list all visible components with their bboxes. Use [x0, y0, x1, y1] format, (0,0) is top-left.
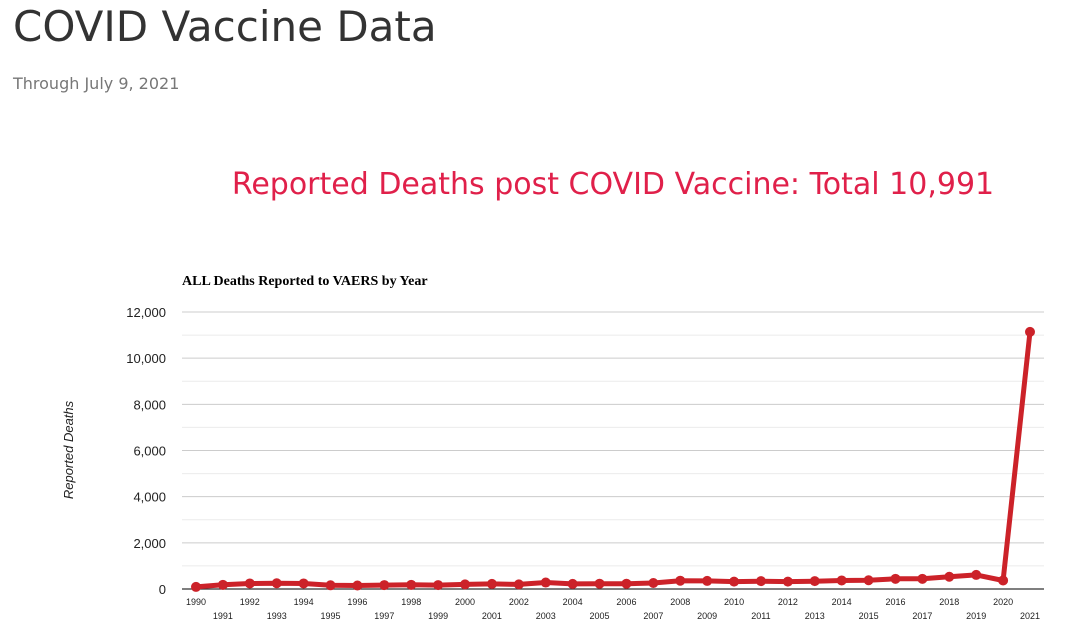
- data-point: [702, 575, 713, 586]
- x-tick-label: 2002: [509, 597, 529, 607]
- page-subtitle: Through July 9, 2021: [13, 74, 180, 93]
- data-point: [379, 580, 390, 591]
- data-point: [836, 575, 847, 586]
- data-point: [271, 578, 282, 589]
- chart-x-tick-labels: 1990 1991 1992 1993 1994 1995 1996 1997 1998 1999…: [186, 597, 1040, 621]
- data-point: [513, 579, 524, 590]
- x-tick-label: 1991: [213, 611, 233, 621]
- data-point: [567, 578, 578, 589]
- x-tick-label: 1994: [294, 597, 314, 607]
- data-point: [998, 575, 1009, 586]
- y-tick-label: 8,000: [133, 397, 166, 412]
- x-tick-label: 2018: [939, 597, 959, 607]
- data-point: [917, 573, 928, 584]
- x-tick-label: 2007: [643, 611, 663, 621]
- x-tick-label: 1992: [240, 597, 260, 607]
- y-tick-label: 4,000: [133, 490, 166, 505]
- data-point: [433, 580, 444, 591]
- x-tick-label: 1999: [428, 611, 448, 621]
- y-tick-label: 2,000: [133, 536, 166, 551]
- x-tick-label: 2019: [966, 611, 986, 621]
- data-point: [298, 578, 309, 589]
- x-tick-label: 2014: [832, 597, 852, 607]
- x-tick-label: 1997: [374, 611, 394, 621]
- headline-total-deaths: Reported Deaths post COVID Vaccine: Tota…: [231, 167, 995, 202]
- x-tick-label: 2017: [912, 611, 932, 621]
- x-tick-label: 2013: [805, 611, 825, 621]
- data-point: [460, 579, 471, 590]
- x-tick-label: 2020: [993, 597, 1013, 607]
- data-point: [1025, 326, 1035, 337]
- x-tick-label: 1996: [347, 597, 367, 607]
- x-tick-label: 1995: [321, 611, 341, 621]
- data-point: [325, 580, 336, 591]
- x-tick-label: 2021: [1020, 611, 1040, 621]
- x-tick-label: 2000: [455, 597, 475, 607]
- deaths-line-chart: ALL Deaths Reported to VAERS by Year Rep…: [61, 274, 1044, 621]
- data-point: [890, 573, 901, 584]
- page-title: COVID Vaccine Data: [13, 2, 437, 51]
- chart-series: [191, 326, 1035, 592]
- chart-container: ALL Deaths Reported to VAERS by Year Rep…: [0, 260, 1088, 642]
- x-tick-label: 2004: [563, 597, 583, 607]
- series-line: [193, 329, 1033, 590]
- chart-y-axis-label: Reported Deaths: [61, 400, 76, 499]
- data-point: [648, 577, 659, 588]
- data-point: [944, 571, 955, 582]
- y-tick-label: 10,000: [126, 351, 166, 366]
- x-tick-label: 1993: [267, 611, 287, 621]
- y-tick-label: 6,000: [133, 444, 166, 459]
- data-point: [809, 576, 820, 587]
- data-point: [352, 580, 363, 591]
- data-point: [540, 577, 551, 588]
- x-tick-label: 2008: [670, 597, 690, 607]
- data-point: [971, 569, 982, 580]
- x-tick-label: 2003: [536, 611, 556, 621]
- y-tick-label: 12,000: [126, 305, 166, 320]
- data-point: [675, 575, 686, 586]
- chart-gridlines: [182, 311, 1044, 590]
- data-point: [755, 576, 766, 587]
- data-point: [486, 578, 497, 589]
- x-tick-label: 2012: [778, 597, 798, 607]
- data-point: [191, 581, 201, 592]
- data-point: [782, 576, 793, 587]
- data-point: [729, 576, 740, 587]
- data-point: [244, 578, 255, 589]
- x-tick-label: 2010: [724, 597, 744, 607]
- x-tick-label: 2006: [616, 597, 636, 607]
- chart-y-tick-labels: 0 2,000 4,000 6,000 8,000 10,000 12,000: [126, 305, 166, 597]
- x-tick-label: 2016: [885, 597, 905, 607]
- x-tick-label: 2009: [697, 611, 717, 621]
- data-point: [217, 579, 228, 590]
- x-tick-label: 1998: [401, 597, 421, 607]
- x-tick-label: 2011: [751, 611, 770, 621]
- x-tick-label: 2005: [590, 611, 610, 621]
- x-tick-label: 2015: [859, 611, 879, 621]
- x-tick-label: 2001: [482, 611, 502, 621]
- chart-title: ALL Deaths Reported to VAERS by Year: [182, 274, 428, 289]
- data-point: [863, 575, 874, 586]
- data-point: [406, 579, 417, 590]
- data-point: [621, 578, 632, 589]
- x-tick-label: 1990: [186, 597, 206, 607]
- data-point: [594, 578, 605, 589]
- y-tick-label: 0: [159, 582, 166, 597]
